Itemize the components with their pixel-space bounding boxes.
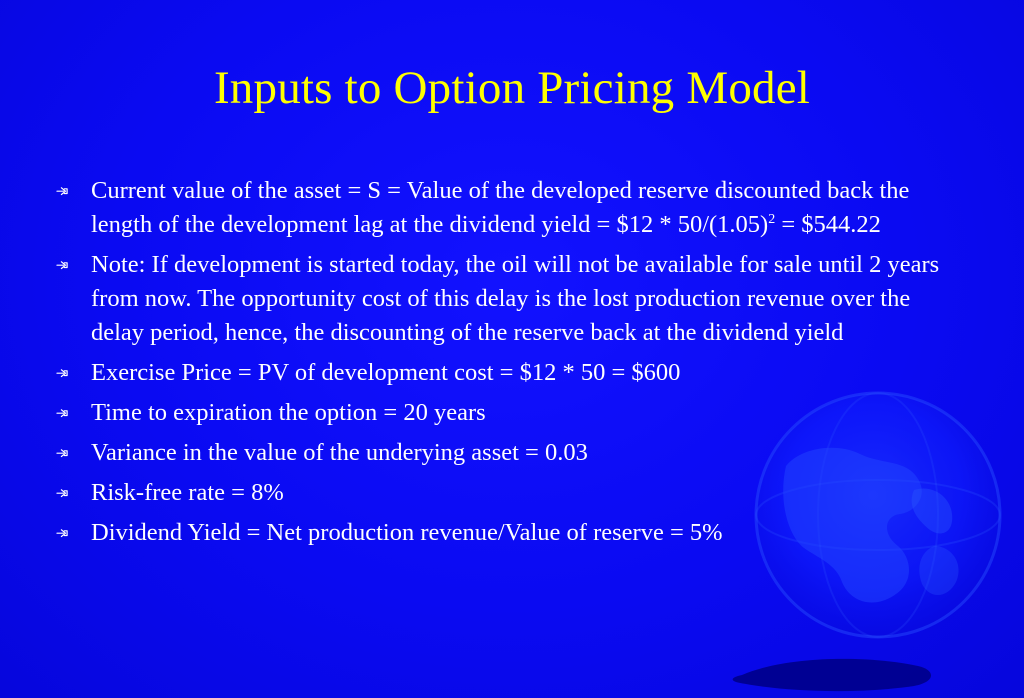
bullet-variance-text: Variance in the value of the underying a… xyxy=(91,439,588,466)
globe-icon xyxy=(732,391,1002,692)
bullet-current-value: Current value of the asset = S = Value o… xyxy=(56,174,966,242)
pointing-hand-icon xyxy=(56,518,76,538)
pointing-hand-icon xyxy=(56,438,76,458)
pointing-hand-icon xyxy=(56,250,76,270)
pointing-hand-icon xyxy=(56,358,76,378)
bullet-note: Note: If development is started today, t… xyxy=(56,248,966,350)
bullet-current-value-result: = $544.22 xyxy=(775,211,881,238)
bullet-exercise-price: Exercise Price = PV of development cost … xyxy=(56,356,966,390)
bullet-dividend-yield: Dividend Yield = Net production revenue/… xyxy=(56,516,966,550)
bullet-time-to-expiration-text: Time to expiration the option = 20 years xyxy=(91,399,486,426)
bullet-exercise-price-text: Exercise Price = PV of development cost … xyxy=(91,359,681,386)
bullet-dividend-yield-text: Dividend Yield = Net production revenue/… xyxy=(91,519,723,546)
bullet-time-to-expiration: Time to expiration the option = 20 years xyxy=(56,396,966,430)
bullet-risk-free-rate-text: Risk-free rate = 8% xyxy=(91,479,284,506)
bullet-current-value-exponent: 2 xyxy=(768,211,776,227)
bullet-risk-free-rate: Risk-free rate = 8% xyxy=(56,476,966,510)
bullet-current-value-text: Current value of the asset = S = Value o… xyxy=(91,177,910,238)
bullet-variance: Variance in the value of the underying a… xyxy=(56,436,966,470)
pointing-hand-icon xyxy=(56,398,76,418)
bullet-note-text: Note: If development is started today, t… xyxy=(91,251,940,346)
pointing-hand-icon xyxy=(56,478,76,498)
bullet-list: Current value of the asset = S = Value o… xyxy=(56,174,966,556)
slide-title: Inputs to Option Pricing Model xyxy=(213,62,811,114)
pointing-hand-icon xyxy=(56,176,76,196)
